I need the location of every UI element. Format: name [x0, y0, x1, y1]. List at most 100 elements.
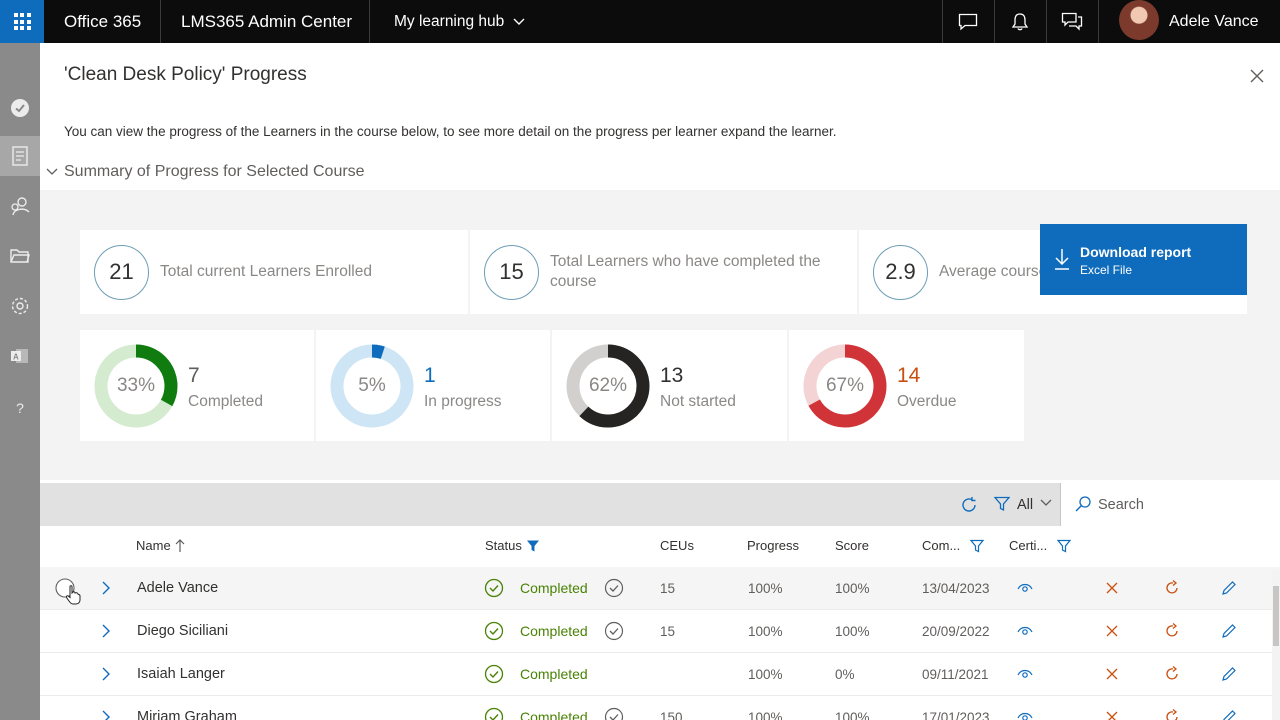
stat-enrolled: 21 Total current Learners Enrolled [80, 230, 468, 314]
rail-courses[interactable] [0, 136, 40, 176]
filter-icon[interactable] [994, 496, 1010, 512]
completed-date: 17/01/2023 [922, 709, 990, 720]
view-certificate-button[interactable] [1017, 610, 1033, 652]
status-text: Completed [520, 666, 588, 682]
download-report-button[interactable]: Download report Excel File [1040, 224, 1247, 295]
table-row[interactable]: Diego Siciliani Completed 15 100% 100% 2… [40, 610, 1280, 653]
eye-icon [1017, 626, 1033, 635]
view-certificate-button[interactable] [1017, 696, 1033, 720]
stat-label: Total Learners who have completed the co… [550, 253, 821, 290]
search-input[interactable]: Search [1060, 483, 1280, 526]
learner-name: Miriam Graham [137, 709, 237, 720]
row-expand-button[interactable] [102, 696, 110, 720]
donut-arc [330, 344, 414, 428]
column-header-certificate[interactable]: Certi... [1009, 538, 1072, 553]
not-started-donut-chart [566, 344, 650, 428]
conversation-icon [1061, 12, 1083, 31]
edit-button[interactable] [1221, 653, 1237, 695]
completed-donut-chart [94, 344, 178, 428]
stat-completed: 15 Total Learners who have completed the… [470, 230, 857, 314]
pencil-icon [1223, 710, 1236, 720]
rail-users[interactable] [0, 186, 40, 226]
rail-settings[interactable] [0, 286, 40, 326]
row-expand-button[interactable] [102, 567, 110, 609]
notifications-button[interactable] [995, 0, 1045, 43]
eye-icon [1017, 712, 1033, 720]
chevron-right-icon [102, 624, 110, 638]
learner-name: Adele Vance [137, 580, 219, 596]
feedback-button[interactable] [1047, 0, 1097, 43]
column-header-label: Com... [922, 538, 961, 553]
approved-check-icon [604, 610, 624, 652]
close-icon [1106, 711, 1118, 720]
row-expand-button[interactable] [102, 653, 110, 695]
gear-icon [11, 297, 29, 315]
table-row[interactable]: Adele Vance Completed 15 100% 100% 13/04… [40, 567, 1280, 610]
column-header-label: Status [485, 538, 522, 553]
table-toolbar: All Search [40, 483, 1280, 526]
chat-button[interactable] [943, 0, 993, 43]
reset-progress-button[interactable] [1164, 567, 1180, 609]
column-header-ceus[interactable]: CEUs [660, 538, 694, 553]
edit-button[interactable] [1221, 567, 1237, 609]
office365-link[interactable]: Office 365 [64, 11, 142, 31]
hub-dropdown[interactable]: My learning hub [394, 0, 525, 43]
rail-exchange[interactable]: A [0, 336, 40, 376]
table-row[interactable]: Miriam Graham Completed 150 100% 100% 17… [40, 696, 1280, 720]
donut-label: Overdue [897, 393, 957, 410]
chevron-down-icon[interactable] [1040, 499, 1052, 507]
rail-catalog[interactable] [0, 236, 40, 276]
close-icon[interactable] [1248, 67, 1266, 85]
row-expand-button[interactable] [102, 610, 110, 652]
donut-label: Completed [188, 393, 263, 410]
refresh-icon[interactable] [960, 496, 978, 514]
in-progress-donut-chart [330, 344, 414, 428]
close-icon [1106, 582, 1118, 594]
donut-arc [566, 344, 650, 428]
user-name[interactable]: Adele Vance [1169, 12, 1259, 30]
progress-panel: 'Clean Desk Policy' Progress You can vie… [40, 43, 1280, 720]
status-check-icon [484, 567, 504, 609]
unenroll-button[interactable] [1105, 610, 1119, 652]
eye-icon [1017, 669, 1033, 678]
view-certificate-button[interactable] [1017, 567, 1033, 609]
donut-percent: 33% [116, 375, 156, 396]
rail-home[interactable] [0, 88, 40, 128]
donut-percent: 5% [358, 375, 386, 396]
column-header-name[interactable]: Name [136, 538, 185, 553]
view-certificate-button[interactable] [1017, 653, 1033, 695]
filter-value[interactable]: All [1017, 497, 1034, 513]
score-value: 100% [835, 709, 870, 720]
download-subtitle: Excel File [1080, 263, 1133, 277]
ceus-value: 15 [660, 580, 676, 596]
help-icon: ? [16, 400, 24, 416]
column-header-progress[interactable]: Progress [747, 538, 799, 553]
edit-button[interactable] [1221, 610, 1237, 652]
lms-logo-icon [11, 99, 29, 117]
reset-progress-button[interactable] [1164, 610, 1180, 652]
unenroll-button[interactable] [1105, 653, 1119, 695]
score-value: 100% [835, 580, 870, 596]
rail-help[interactable]: ? [0, 388, 40, 428]
donut-arc [803, 344, 887, 428]
pencil-icon [1222, 667, 1236, 681]
reset-progress-button[interactable] [1164, 696, 1180, 720]
column-header-completed[interactable]: Com... [922, 538, 985, 553]
scrollbar-thumb[interactable] [1273, 586, 1279, 646]
reset-progress-button[interactable] [1164, 653, 1180, 695]
chevron-down-icon [513, 18, 525, 25]
column-header-status[interactable]: Status [485, 538, 540, 553]
score-value: 100% [835, 623, 870, 639]
ceus-value: 15 [660, 623, 676, 639]
column-header-score[interactable]: Score [835, 538, 869, 553]
unenroll-button[interactable] [1105, 696, 1119, 720]
table-row[interactable]: Isaiah Langer Completed 100% 0% 09/11/20… [40, 653, 1280, 696]
avatar[interactable] [1119, 0, 1159, 40]
app-title[interactable]: LMS365 Admin Center [181, 11, 353, 31]
left-nav-rail: A ? [0, 43, 40, 720]
app-launcher-button[interactable] [0, 0, 44, 43]
donut-card-completed: 33% 7 Completed [80, 330, 314, 441]
unenroll-button[interactable] [1105, 567, 1119, 609]
summary-toggle[interactable]: Summary of Progress for Selected Course [46, 163, 365, 181]
edit-button[interactable] [1221, 696, 1237, 720]
